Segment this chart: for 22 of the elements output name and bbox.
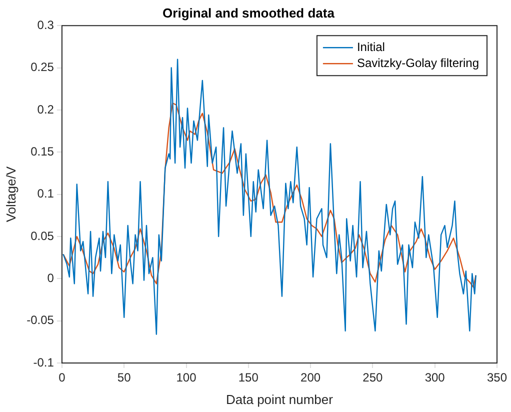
x-tick-label: 300 [424,370,446,385]
x-tick-label: 100 [176,370,197,385]
y-tick-label: 0.1 [37,186,54,201]
x-axis-title: Data point number [226,392,334,407]
x-tick-label: 0 [58,370,66,385]
y-tick-label: 0.05 [30,228,54,243]
y-tick-label: -0.1 [33,355,54,370]
y-tick-label: 0.2 [37,102,54,116]
chart-title: Original and smoothed data [162,5,336,20]
y-tick-label: 0.25 [30,60,54,74]
y-tick-label: -0.05 [26,313,54,328]
legend-label: Savitzky-Golay filtering [356,56,480,70]
x-tick-label: 50 [117,370,132,385]
x-tick-label: 350 [486,370,508,385]
y-tick-label: 0.3 [37,18,54,32]
x-tick-label: 150 [238,370,259,385]
legend-label: Initial [356,40,385,54]
y-tick-label: 0.15 [30,144,54,158]
x-tick-label: 200 [300,370,321,385]
y-tick-label: 0 [47,270,54,285]
y-axis-title: Voltage/V [3,166,18,222]
x-tick-label: 250 [362,370,384,385]
